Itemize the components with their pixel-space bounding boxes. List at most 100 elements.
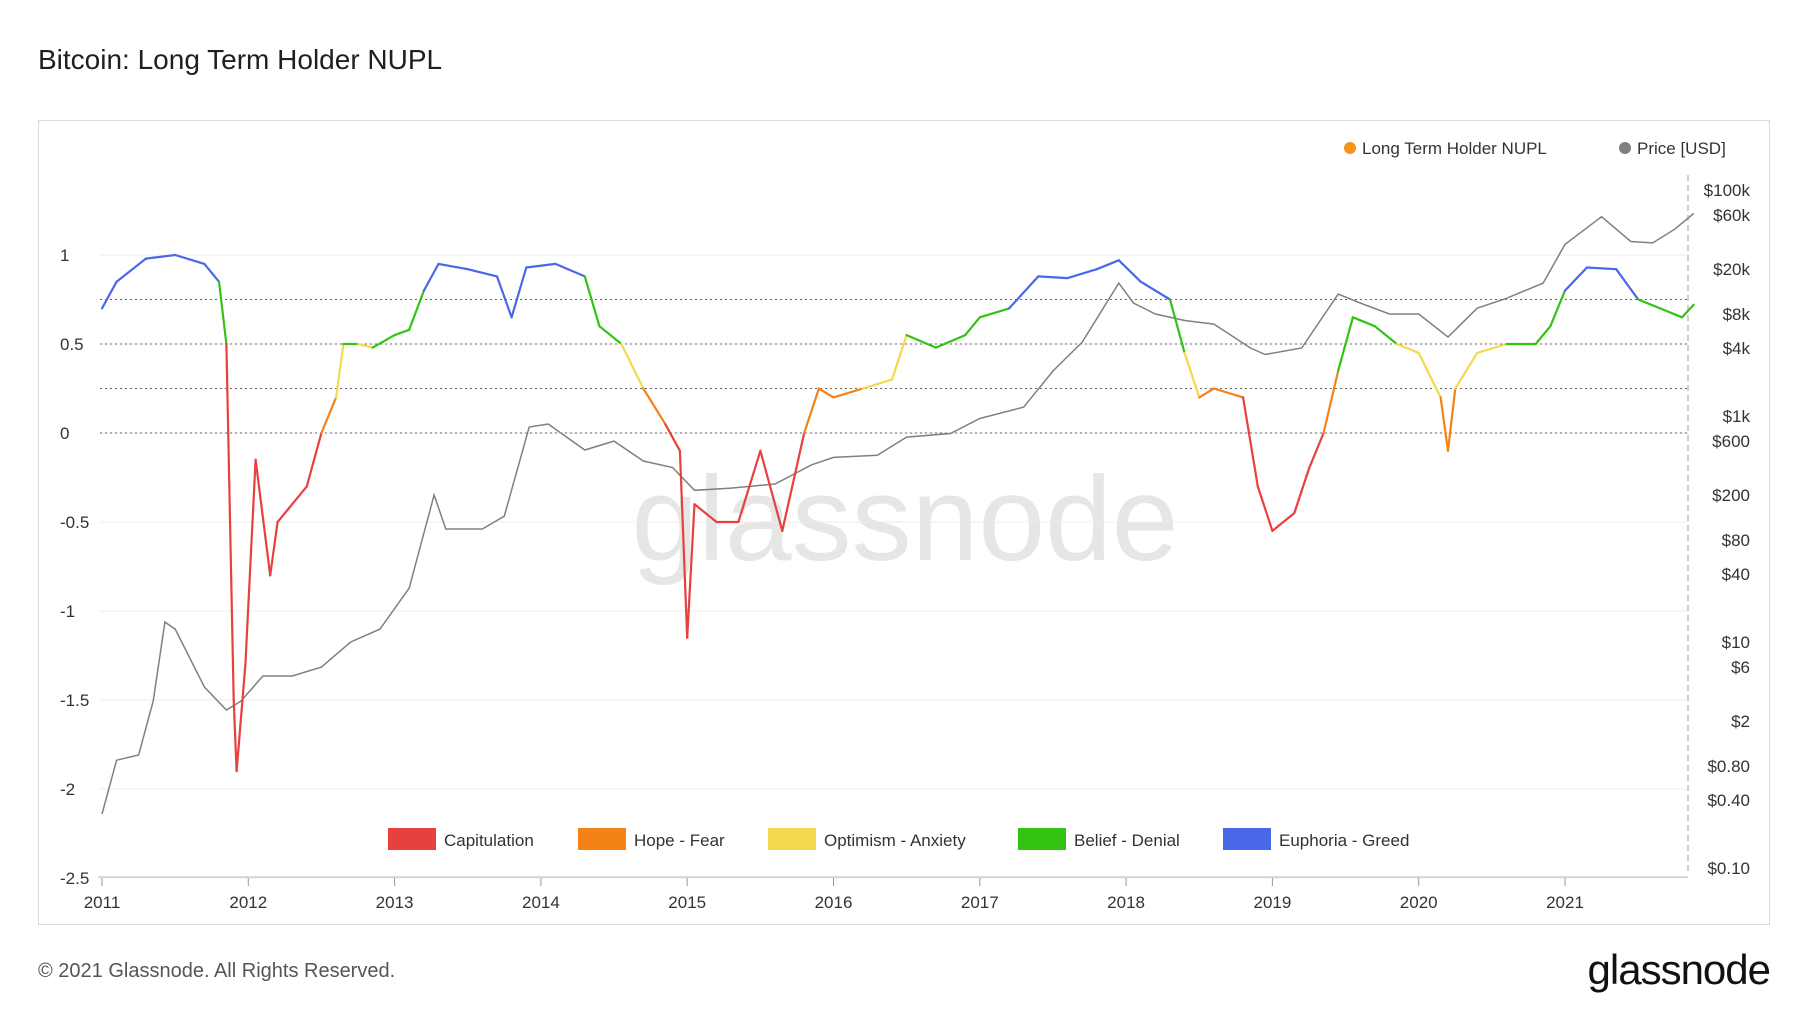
nupl-segment bbox=[254, 458, 272, 577]
top-legend-marker bbox=[1344, 142, 1356, 154]
nupl-segment bbox=[964, 316, 981, 337]
nupl-segment bbox=[1256, 485, 1274, 533]
zone-legend-swatch bbox=[768, 828, 816, 850]
right-tick-label: $200 bbox=[1712, 486, 1750, 505]
right-tick-label: $20k bbox=[1713, 260, 1750, 279]
nupl-segment bbox=[466, 268, 499, 278]
zone-legend-label: Hope - Fear bbox=[634, 831, 725, 850]
nupl-segment bbox=[1563, 266, 1589, 292]
nupl-segment bbox=[244, 458, 257, 666]
nupl-segment bbox=[235, 663, 247, 773]
chart-title: Bitcoin: Long Term Holder NUPL bbox=[38, 44, 443, 75]
nupl-segment bbox=[1139, 280, 1172, 301]
zone-legend-label: Optimism - Anxiety bbox=[824, 831, 966, 850]
nupl-segment bbox=[217, 280, 228, 346]
nupl-segment bbox=[225, 342, 235, 702]
nupl-segment bbox=[1183, 351, 1201, 399]
x-tick-label: 2012 bbox=[229, 893, 267, 912]
nupl-segment bbox=[1337, 316, 1355, 372]
nupl-segment bbox=[510, 266, 528, 319]
right-tick-label: $2 bbox=[1731, 712, 1750, 731]
right-tick-label: $0.80 bbox=[1707, 757, 1750, 776]
x-tick-label: 2014 bbox=[522, 893, 560, 912]
nupl-segment bbox=[583, 275, 601, 328]
brand-logo: glassnode bbox=[1587, 946, 1771, 993]
right-tick-label: $6 bbox=[1731, 658, 1750, 677]
x-tick-label: 2019 bbox=[1253, 893, 1291, 912]
x-tick-label: 2015 bbox=[668, 893, 706, 912]
nupl-segment bbox=[305, 431, 323, 488]
nupl-segment bbox=[890, 334, 908, 381]
nupl-segment bbox=[861, 378, 894, 390]
x-tick-label: 2013 bbox=[376, 893, 414, 912]
zone-legend-swatch bbox=[388, 828, 436, 850]
nupl-segment bbox=[737, 449, 762, 524]
nupl-segment bbox=[1476, 342, 1508, 354]
nupl-segment bbox=[1615, 268, 1640, 301]
nupl-segment bbox=[1454, 351, 1479, 390]
nupl-segment bbox=[1585, 266, 1618, 271]
top-legend-label: Price [USD] bbox=[1637, 139, 1726, 158]
nupl-segment bbox=[320, 396, 338, 435]
zone-legend-label: Belief - Denial bbox=[1074, 831, 1180, 850]
nupl-segment bbox=[525, 262, 557, 269]
nupl-segment bbox=[174, 253, 206, 265]
nupl-segment bbox=[1373, 325, 1398, 346]
nupl-segment bbox=[686, 503, 696, 639]
nupl-segment bbox=[1395, 342, 1420, 354]
x-tick-label: 2011 bbox=[84, 893, 121, 912]
nupl-segment bbox=[832, 387, 864, 399]
nupl-segment bbox=[803, 387, 821, 435]
right-tick-label: $40 bbox=[1722, 565, 1750, 584]
nupl-segment bbox=[1212, 387, 1245, 399]
nupl-segment bbox=[781, 431, 806, 533]
nupl-segment bbox=[1066, 268, 1098, 280]
nupl-segment bbox=[1037, 275, 1069, 280]
right-tick-label: $100k bbox=[1704, 181, 1751, 200]
x-tick-label: 2016 bbox=[815, 893, 853, 912]
nupl-segment bbox=[1680, 303, 1695, 319]
nupl-segment bbox=[1293, 467, 1311, 515]
nupl-segment bbox=[664, 423, 682, 452]
nupl-segment bbox=[759, 449, 784, 533]
right-tick-label: $80 bbox=[1722, 531, 1750, 550]
nupl-segment bbox=[1168, 298, 1186, 354]
right-tick-label: $600 bbox=[1712, 432, 1750, 451]
nupl-segment bbox=[1446, 387, 1457, 452]
zone-legend-label: Euphoria - Greed bbox=[1279, 831, 1409, 850]
nupl-segment bbox=[1658, 307, 1684, 319]
x-tick-label: 2020 bbox=[1400, 893, 1438, 912]
left-tick-label: 0.5 bbox=[60, 335, 84, 354]
copyright-text: © 2021 Glassnode. All Rights Reserved. bbox=[38, 960, 396, 982]
nupl-segment bbox=[1095, 259, 1120, 271]
nupl-segment bbox=[393, 328, 411, 337]
x-tick-label: 2021 bbox=[1546, 893, 1584, 912]
right-tick-label: $4k bbox=[1723, 339, 1751, 358]
right-tick-label: $1k bbox=[1723, 407, 1751, 426]
nupl-segment bbox=[422, 262, 440, 292]
nupl-segment bbox=[276, 503, 294, 524]
nupl-segment bbox=[356, 342, 374, 349]
top-legend-marker bbox=[1619, 142, 1631, 154]
chart-panel bbox=[38, 120, 1770, 925]
watermark-text: glassnode bbox=[631, 452, 1178, 586]
nupl-segment bbox=[905, 334, 938, 349]
right-tick-label: $10 bbox=[1722, 633, 1750, 652]
nupl-segment bbox=[817, 387, 835, 399]
nupl-segment bbox=[1007, 275, 1040, 310]
x-tick-label: 2018 bbox=[1107, 893, 1145, 912]
nupl-segment bbox=[598, 325, 623, 346]
nupl-segment bbox=[408, 289, 425, 331]
left-tick-label: -1 bbox=[60, 602, 75, 621]
nupl-segment bbox=[203, 262, 221, 283]
top-legend-label: Long Term Holder NUPL bbox=[1362, 139, 1547, 158]
nupl-segment bbox=[678, 449, 689, 639]
left-tick-label: -2.5 bbox=[60, 869, 89, 888]
nupl-segment bbox=[978, 307, 1011, 319]
left-tick-label: 1 bbox=[60, 246, 69, 265]
left-tick-label: -2 bbox=[60, 780, 75, 799]
nupl-segment bbox=[1351, 316, 1376, 328]
nupl-segment bbox=[693, 503, 718, 524]
nupl-segment bbox=[1307, 431, 1325, 470]
